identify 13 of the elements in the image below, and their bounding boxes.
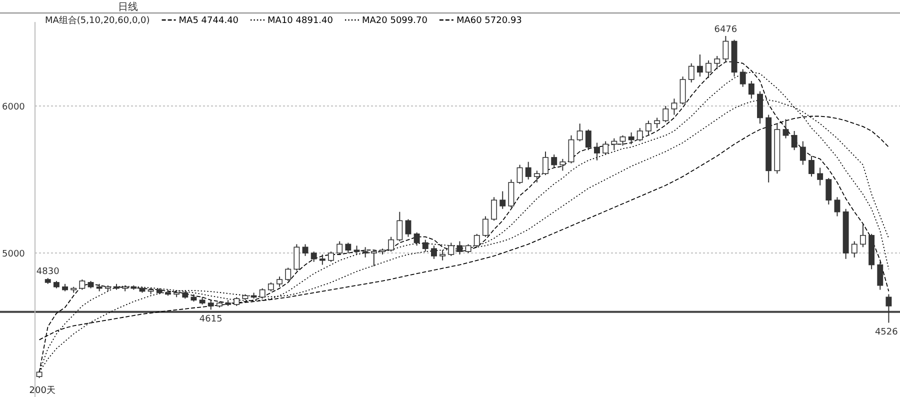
- annotation: 4615: [199, 314, 222, 325]
- annotation: MA组合(5,10,20,60,0,0): [45, 15, 150, 26]
- legend-label: MA60 5720.93: [456, 16, 522, 26]
- annotation: 4526: [874, 328, 898, 338]
- legend-label: MA10 4891.40: [268, 16, 334, 26]
- annotation: 200天: [29, 385, 56, 396]
- y-tick-label: 6000: [2, 102, 26, 112]
- annotation: 6476: [714, 24, 738, 35]
- annotation: 4830: [36, 267, 60, 278]
- legend-label: MA5 4744.40: [178, 16, 239, 26]
- chart-subtitle: 日线: [118, 1, 138, 13]
- legend-label: MA20 5099.70: [362, 16, 428, 26]
- y-tick-label: 5000: [2, 250, 26, 260]
